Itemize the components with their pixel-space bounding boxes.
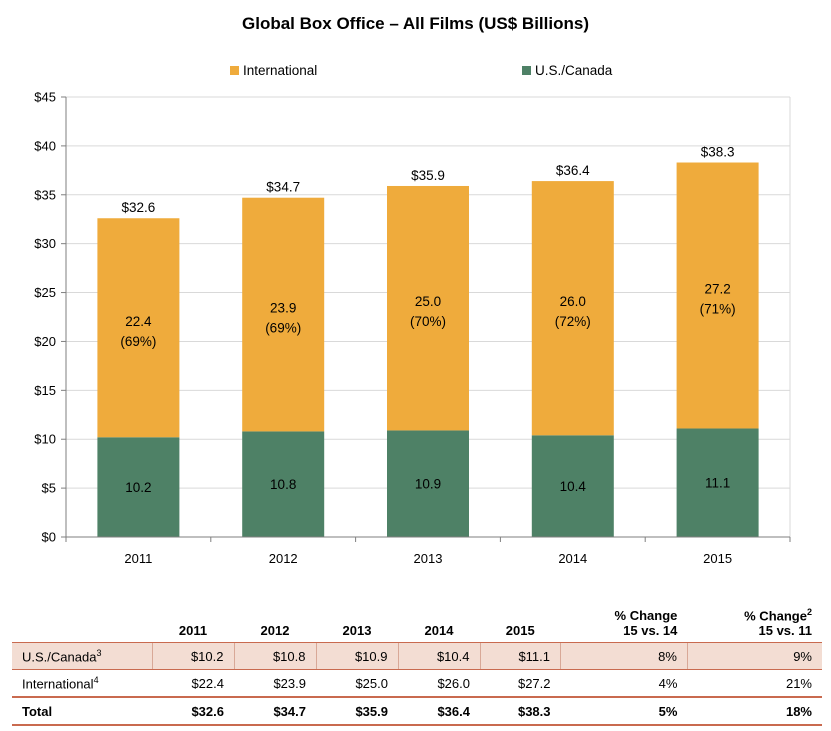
y-tick-label: $45 xyxy=(34,90,56,105)
y-tick-label: $40 xyxy=(34,138,56,153)
data-label-total: $38.3 xyxy=(701,145,735,160)
x-tick-label: 2014 xyxy=(558,551,587,566)
chart-title: Global Box Office – All Films (US$ Billi… xyxy=(242,14,589,33)
bar-us-canada xyxy=(676,428,759,537)
data-label-international: 22.4 xyxy=(125,314,152,329)
bar-international xyxy=(676,162,759,429)
row-label: U.S./Canada3 xyxy=(12,642,152,670)
data-label-international-share: (69%) xyxy=(265,321,301,336)
data-label-total: $34.7 xyxy=(266,180,300,195)
table-cell: $10.2 xyxy=(151,642,234,670)
footnote-marker: 2 xyxy=(806,606,812,617)
footnote-marker: 4 xyxy=(93,674,99,685)
table-cell: $32.6 xyxy=(152,696,234,726)
legend-label: International xyxy=(243,63,317,78)
table-cell: 4% xyxy=(658,675,678,691)
table-cell: 8% xyxy=(560,642,688,670)
table-header-year: 2013 xyxy=(342,623,372,638)
data-label-us-canada: 10.2 xyxy=(125,480,151,495)
table-header-change-1-line2: 15 vs. 14 xyxy=(623,623,678,638)
y-tick-label: $0 xyxy=(42,530,56,545)
bar-us-canada xyxy=(387,430,469,537)
table-header-year: 2015 xyxy=(505,623,535,638)
y-tick-label: $20 xyxy=(34,334,56,349)
bars: 10.2 22.4 (69%) $32.6 10.8 23.9 (69%) $34.7 10.9… xyxy=(97,145,759,537)
legend-label: U.S./Canada xyxy=(535,63,613,78)
data-label-international-share: (72%) xyxy=(555,314,591,329)
table-cell: $26.0 xyxy=(437,675,470,691)
table-cell: $27.2 xyxy=(517,675,551,691)
table-header-change-1-line1: % Change xyxy=(614,608,678,623)
table-cell: $10.4 xyxy=(397,642,480,670)
table-header-year: 2011 xyxy=(178,623,208,638)
data-label-total: $36.4 xyxy=(556,163,590,178)
footnote-marker: 3 xyxy=(96,647,102,658)
y-tick-label: $30 xyxy=(34,236,56,251)
table-header-change-2-line1: % Change2 xyxy=(744,606,812,623)
data-label-international: 23.9 xyxy=(270,301,296,316)
x-tick-label: 2015 xyxy=(703,551,732,566)
legend: International U.S./Canada xyxy=(230,63,613,78)
table-header-change-1: % Change 15 vs. 14 xyxy=(561,590,688,643)
table-header-year: 2014 xyxy=(424,623,454,638)
table-cell: $34.7 xyxy=(234,696,316,726)
table-cell: 9% xyxy=(686,642,822,670)
legend-swatch xyxy=(230,66,239,75)
data-label-total: $35.9 xyxy=(411,168,445,183)
x-tick-label: 2013 xyxy=(414,551,443,566)
bar-us-canada xyxy=(531,435,614,537)
table-cell: $10.8 xyxy=(233,642,316,670)
data-label-international-share: (69%) xyxy=(120,334,156,349)
bar-international xyxy=(387,185,469,431)
x-tick-label: 2011 xyxy=(124,551,152,566)
table-cell: $38.3 xyxy=(480,696,561,726)
y-tick-label: $25 xyxy=(34,285,56,300)
table-header-blank xyxy=(12,590,152,643)
table-row: Total $32.6 $34.7 $35.9 $36.4 $38.3 5% 1… xyxy=(12,696,822,726)
y-tick-label: $5 xyxy=(42,481,56,496)
legend-swatch xyxy=(522,66,531,75)
chart-area: 10.2 22.4 (69%) $32.6 10.8 23.9 (69%) $34.7 10.9… xyxy=(34,63,791,566)
table-cell: $11.1 xyxy=(479,642,561,670)
data-label-international-share: (71%) xyxy=(700,301,736,316)
data-label-us-canada: 10.9 xyxy=(415,477,441,492)
data-label-international-share: (70%) xyxy=(410,314,446,329)
y-tick-label: $35 xyxy=(34,187,56,202)
table-header-row: 2011 2012 2013 2014 2015 % Change 15 vs.… xyxy=(12,590,822,643)
data-label-us-canada: 10.8 xyxy=(270,477,296,492)
table-cell: $35.9 xyxy=(316,696,398,726)
y-tick-label: $15 xyxy=(34,383,56,398)
table-cell: 18% xyxy=(687,696,822,726)
bar-international xyxy=(97,218,180,438)
data-table: 2011 2012 2013 2014 2015 % Change 15 vs.… xyxy=(12,590,822,726)
bar-us-canada xyxy=(97,437,180,537)
bar-international xyxy=(531,181,614,436)
table-header-year: 2012 xyxy=(260,623,290,638)
data-label-international: 25.0 xyxy=(415,294,441,309)
data-label-us-canada: 10.4 xyxy=(560,479,587,494)
table-cell: $36.4 xyxy=(398,696,480,726)
bar-us-canada xyxy=(242,431,325,537)
table-cell: 21% xyxy=(785,675,812,691)
row-label: International4 xyxy=(22,674,99,692)
table-header-change-2: % Change2 15 vs. 11 xyxy=(687,590,822,643)
table-row: International4 $22.4 $23.9 $25.0 $26.0 $… xyxy=(12,670,822,698)
data-label-us-canada: 11.1 xyxy=(705,476,730,491)
table-cell: $22.4 xyxy=(191,675,224,691)
table-cell: $23.9 xyxy=(273,675,306,691)
y-tick-label: $10 xyxy=(34,432,56,447)
table-cell: 5% xyxy=(560,696,688,726)
axes: $0 $5 $10 $15 $20 $25 $30 $35 $40 $45 2011 2012 2013… xyxy=(34,90,791,566)
data-label-total: $32.6 xyxy=(122,200,156,215)
bar-international xyxy=(242,197,325,432)
table-header-change-2-line2: 15 vs. 11 xyxy=(758,623,813,638)
table-cell: $10.9 xyxy=(315,642,398,670)
table-row: U.S./Canada3 $10.2 $10.8 $10.9 $10.4 $11… xyxy=(12,642,822,670)
row-label: Total xyxy=(12,696,152,726)
x-tick-label: 2012 xyxy=(269,551,298,566)
data-label-international: 26.0 xyxy=(560,294,586,309)
data-label-international: 27.2 xyxy=(704,281,730,296)
table-cell: $25.0 xyxy=(355,675,388,691)
